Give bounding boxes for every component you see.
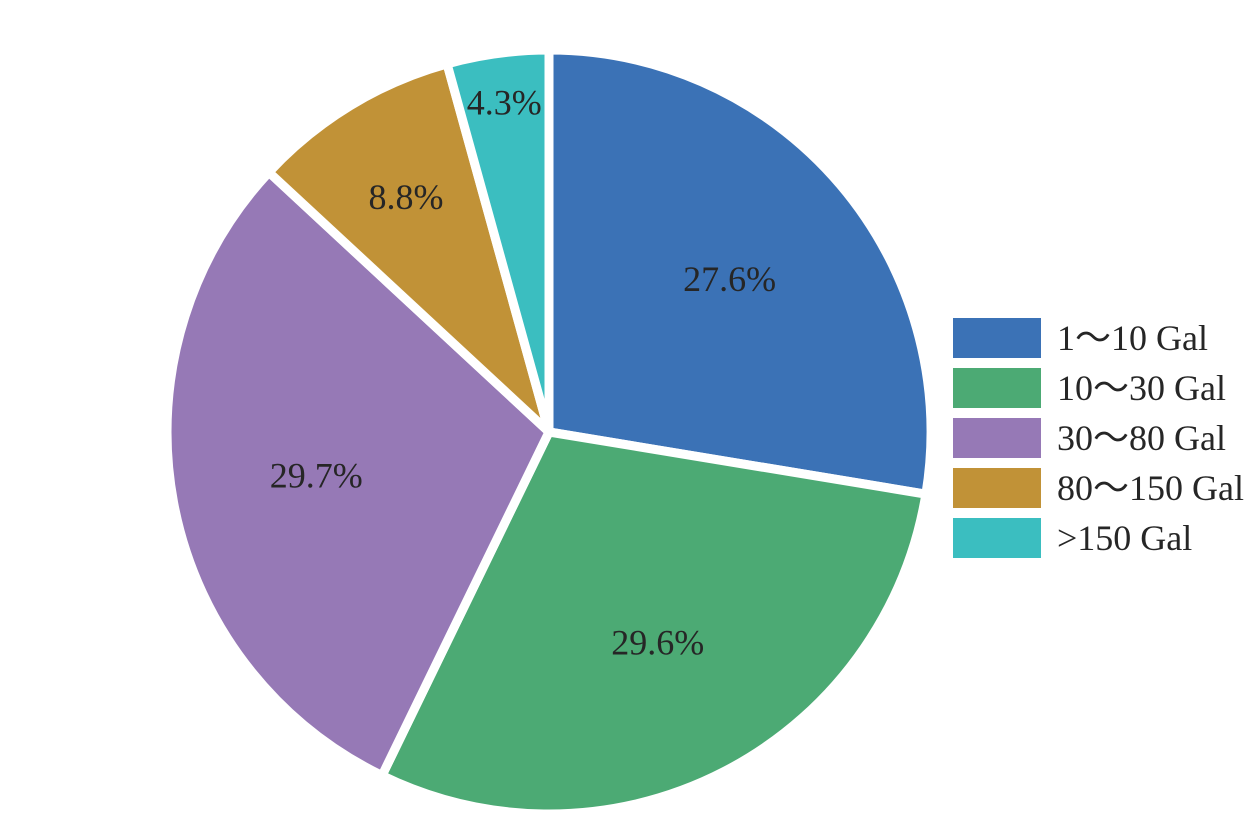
slice-value-label: 4.3% [467, 83, 542, 123]
slice-value-label: 29.7% [270, 456, 363, 496]
pie-slice-1-to-10-gal [544, 45, 936, 499]
pie-slice-10-to-30-gal [377, 427, 931, 818]
slice-value-label: 8.8% [369, 177, 444, 217]
legend-label: 80～150 Gal [1057, 468, 1244, 508]
slice-value-label: 29.6% [611, 622, 704, 662]
legend-label: 1～10 Gal [1057, 318, 1208, 358]
legend-swatch-over-150-gal [953, 518, 1041, 558]
legend-swatch-10-to-30-gal [953, 368, 1041, 408]
legend-label: 30～80 Gal [1057, 418, 1226, 458]
legend-swatch-30-to-80-gal [953, 418, 1041, 458]
legend-swatch-80-to-150-gal [953, 468, 1041, 508]
pie-slices [162, 45, 936, 818]
pie-slice-80-to-150-gal [264, 59, 554, 437]
legend-swatch-1-to-10-gal [953, 318, 1041, 358]
pie-slice-labels: 27.6% 29.6% 29.7% 8.8% 4.3% [270, 83, 776, 663]
legend: 1～10 Gal 10～30 Gal 30～80 Gal 80～150 Gal >150… [953, 318, 1244, 558]
legend-label: >150 Gal [1057, 518, 1192, 558]
slice-value-label: 27.6% [683, 259, 776, 299]
pie-slice-over-150-gal [442, 45, 554, 437]
legend-label: 10～30 Gal [1057, 368, 1226, 408]
pie-slice-30-to-80-gal [162, 167, 554, 781]
